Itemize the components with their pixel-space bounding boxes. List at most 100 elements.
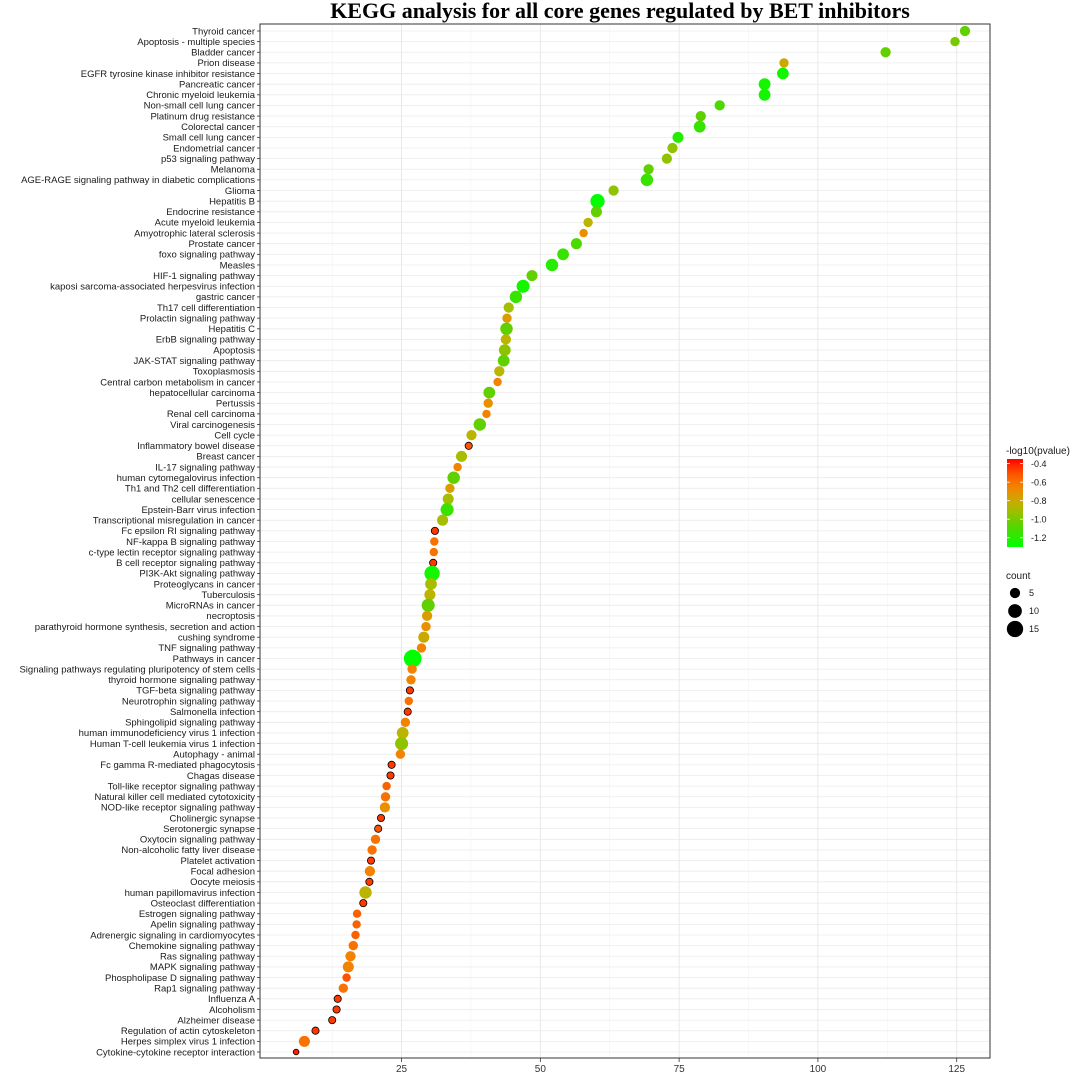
data-point (695, 110, 706, 122)
y-tick-label: kaposi sarcoma-associated herpesvirus in… (50, 282, 255, 293)
data-point (352, 909, 362, 918)
y-tick-label: Serotonergic synapse (163, 824, 255, 835)
data-point (590, 194, 605, 209)
data-point (483, 398, 493, 408)
y-tick-label: Human T-cell leukemia virus 1 infection (90, 739, 255, 750)
y-tick-label: Epstein-Barr virus infection (141, 505, 255, 516)
data-point (359, 899, 368, 908)
y-tick-label: Hepatitis B (209, 197, 255, 208)
data-point (583, 217, 593, 228)
x-axis: 25 50 75 100 125 (396, 1058, 965, 1074)
data-point (464, 441, 473, 450)
data-point (332, 1005, 341, 1014)
data-point (370, 834, 381, 844)
data-point (351, 930, 360, 940)
data-point (429, 547, 438, 557)
x-tick-label: 25 (396, 1064, 408, 1074)
y-tick-label: B cell receptor signaling pathway (116, 558, 255, 569)
y-tick-label: Endocrine resistance (166, 207, 255, 218)
data-point (473, 418, 487, 431)
data-point (376, 813, 386, 823)
y-tick-label: Colorectal cancer (181, 122, 255, 133)
y-tick-label: TGF-beta signaling pathway (136, 686, 255, 697)
data-point (348, 940, 358, 951)
y-tick-label: Platinum drug resistance (150, 111, 255, 122)
data-point (382, 781, 391, 791)
data-point (779, 58, 789, 68)
data-point (379, 802, 391, 813)
data-point (880, 47, 891, 58)
y-tick-label: Transcriptional misregulation in cancer (93, 516, 255, 527)
y-tick-label: necroptosis (206, 611, 255, 622)
data-point (421, 621, 431, 632)
x-tick-label: 75 (674, 1064, 686, 1074)
y-tick-label: Hepatitis C (209, 324, 256, 335)
y-tick-label: Apoptosis - multiple species (137, 37, 255, 48)
y-tick-label: PI3K-Akt signaling pathway (139, 569, 255, 580)
data-point (758, 78, 771, 91)
data-point (425, 578, 437, 590)
data-point (407, 664, 417, 674)
y-tick-label: p53 signaling pathway (161, 154, 255, 165)
data-point (498, 344, 511, 356)
y-tick-label: Tuberculosis (201, 590, 255, 601)
y-tick-label: Proteoglycans in cancer (154, 579, 255, 590)
data-point (395, 737, 409, 751)
data-point (714, 100, 725, 111)
y-tick-label: Chronic myeloid leukemia (146, 90, 255, 101)
color-legend-label: -0.4 (1031, 459, 1047, 469)
y-tick-label: Pancreatic cancer (179, 80, 255, 91)
y-tick-label: Renal cell carcinoma (167, 409, 256, 420)
data-point (758, 88, 771, 101)
y-tick-label: Amyotrophic lateral sclerosis (134, 228, 255, 239)
y-tick-label: IL-17 signaling pathway (155, 462, 255, 473)
data-point (421, 598, 435, 612)
data-point (453, 462, 462, 472)
data-point (405, 686, 414, 695)
y-tick-label: Prion disease (197, 58, 255, 69)
data-point (374, 824, 383, 833)
plot-panel-border (259, 23, 991, 1059)
data-point (424, 589, 436, 601)
data-point (570, 238, 582, 250)
y-tick-label: Alcoholism (209, 1005, 255, 1016)
plot-panel (260, 24, 990, 1058)
data-point (366, 856, 376, 865)
data-point (445, 483, 455, 493)
y-tick-label: Natural killer cell mediated cytotoxicit… (94, 792, 255, 803)
y-tick-label: Estrogen signaling pathway (139, 909, 255, 920)
data-points (292, 25, 971, 1056)
data-point (672, 131, 684, 143)
data-point (400, 717, 411, 727)
y-tick-label: Fc gamma R-mediated phagocytosis (100, 760, 255, 771)
y-tick-label: Rap1 signaling pathway (154, 984, 255, 995)
y-tick-label: Focal adhesion (191, 867, 255, 878)
y-tick-label: c-type lectin receptor signaling pathway (89, 547, 256, 558)
data-point (500, 334, 512, 345)
y-tick-label: TNF signaling pathway (158, 643, 255, 654)
data-point (950, 36, 960, 47)
y-tick-label: Apelin signaling pathway (150, 920, 255, 931)
data-point (403, 649, 422, 668)
data-point (424, 565, 440, 582)
data-point (359, 886, 372, 899)
data-point (345, 951, 356, 962)
y-tick-label: Oocyte meiosis (190, 877, 255, 888)
y-tick-label: gastric cancer (196, 292, 255, 303)
y-tick-label: Small cell lung cancer (163, 133, 255, 144)
data-point (437, 514, 449, 526)
data-point (509, 290, 523, 304)
data-point (430, 526, 439, 535)
y-tick-label: Central carbon metabolism in cancer (100, 377, 255, 388)
y-tick-label: Pertussis (216, 399, 255, 410)
data-point (298, 1035, 310, 1047)
x-tick-label: 100 (810, 1064, 827, 1074)
data-point (526, 270, 538, 282)
data-point (667, 142, 678, 154)
grid-lines (260, 24, 990, 1058)
y-tick-label: cellular senescence (172, 494, 255, 505)
y-tick-label: Th17 cell differentiation (157, 303, 255, 314)
y-tick-label: Chemokine signaling pathway (129, 941, 255, 952)
legends: -log10(pvalue) count -0.4 -0.6 -0.8 -1.0 -1.… (1006, 446, 1070, 638)
